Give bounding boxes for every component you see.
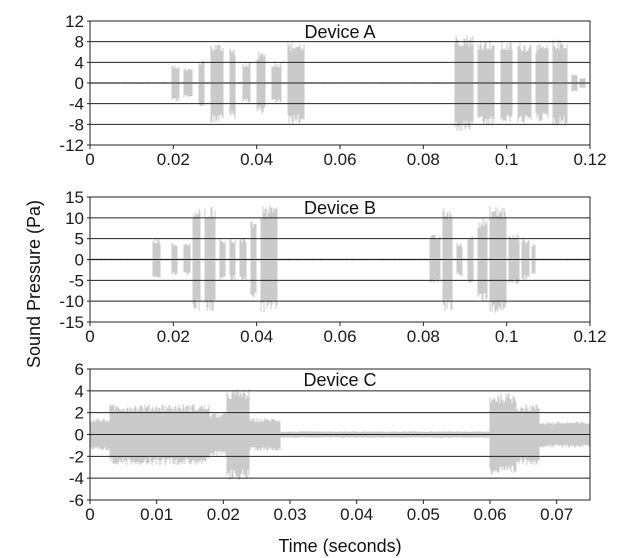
panel-1-ytick-label: 8 (75, 33, 84, 52)
panel-2-ytick-label: 15 (65, 188, 84, 207)
panel-3-ytick-label: -6 (69, 491, 84, 510)
panel-1-ytick-label: -12 (59, 136, 84, 155)
panel-1-xtick-label: 0.02 (157, 150, 190, 169)
panel-3-ytick-label: -4 (69, 469, 84, 488)
panel-2-xtick-label: 0.08 (407, 327, 440, 346)
panel-1-xtick-label: 0.06 (323, 150, 356, 169)
panel-3-xtick-label: 0 (85, 505, 94, 524)
panel-2-ytick-label: 10 (65, 209, 84, 228)
panel-2-xtick-label: 0 (85, 327, 94, 346)
panel-1-ytick-label: 0 (75, 74, 84, 93)
panel-1-title: Device A (304, 22, 375, 42)
panel-2-ytick-label: -10 (59, 292, 84, 311)
panel-3-ytick-label: -2 (69, 447, 84, 466)
panel-3-xtick-label: 0.02 (207, 505, 240, 524)
panel-3-frame (89, 368, 591, 501)
panel-3-xtick-label: 0.03 (273, 505, 306, 524)
x-axis-label: Time (seconds) (278, 536, 401, 556)
panel-3-xtick-label: 0.06 (473, 505, 506, 524)
panel-3-xtick-label: 0.07 (540, 505, 573, 524)
panel-2-xtick-label: 0.04 (240, 327, 273, 346)
panel-1-xtick-label: 0.04 (240, 150, 273, 169)
panel-2-xtick-label: 0.06 (323, 327, 356, 346)
panel-3-ytick-label: 4 (75, 382, 84, 401)
panel-2-xtick-label: 0.02 (157, 327, 190, 346)
panel-2-ytick-label: 0 (75, 251, 84, 270)
panel-2-xtick-label: 0.1 (495, 327, 519, 346)
panel-1-ytick-label: -8 (69, 115, 84, 134)
panel-1-xtick-label: 0.1 (495, 150, 519, 169)
panel-1-xtick-label: 0.12 (573, 150, 606, 169)
panel-1-ytick-label: -4 (69, 95, 84, 114)
panel-3-title: Device C (303, 370, 376, 390)
panel-3-ytick-label: 6 (75, 360, 84, 379)
y-axis-label: Sound Pressure (Pa) (24, 200, 44, 368)
panel-2-ytick-label: -15 (59, 313, 84, 332)
panel-2-xtick-label: 0.12 (573, 327, 606, 346)
panel-3-xtick-label: 0.05 (407, 505, 440, 524)
panel-1-ytick-label: 12 (65, 12, 84, 31)
panel-2-title: Device B (304, 198, 376, 218)
panel-3-ytick-label: 2 (75, 404, 84, 423)
panel-3-xtick-label: 0.01 (140, 505, 173, 524)
panel-1-xtick-label: 0.08 (407, 150, 440, 169)
panel-3-xtick-label: 0.04 (340, 505, 373, 524)
panel-3-ytick-label: 0 (75, 426, 84, 445)
panel-2-ytick-label: -5 (69, 271, 84, 290)
panel-2-ytick-label: 5 (75, 230, 84, 249)
panel-1-xtick-label: 0 (85, 150, 94, 169)
panel-1-ytick-label: 4 (75, 53, 84, 72)
